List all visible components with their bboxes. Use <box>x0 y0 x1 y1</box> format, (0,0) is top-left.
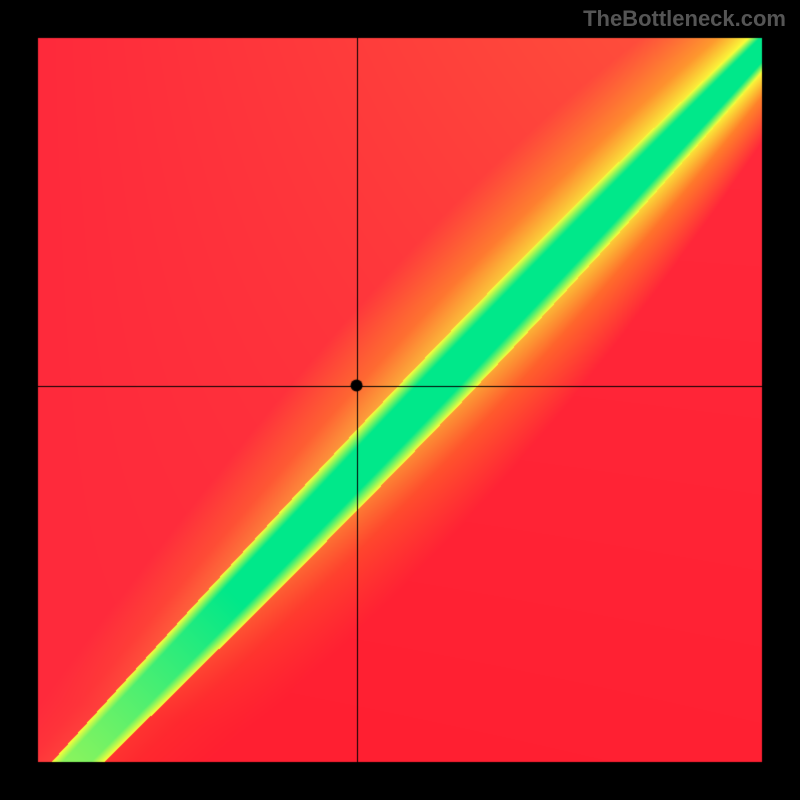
watermark-text: TheBottleneck.com <box>583 6 786 32</box>
bottleneck-heatmap <box>0 0 800 800</box>
chart-container: TheBottleneck.com <box>0 0 800 800</box>
